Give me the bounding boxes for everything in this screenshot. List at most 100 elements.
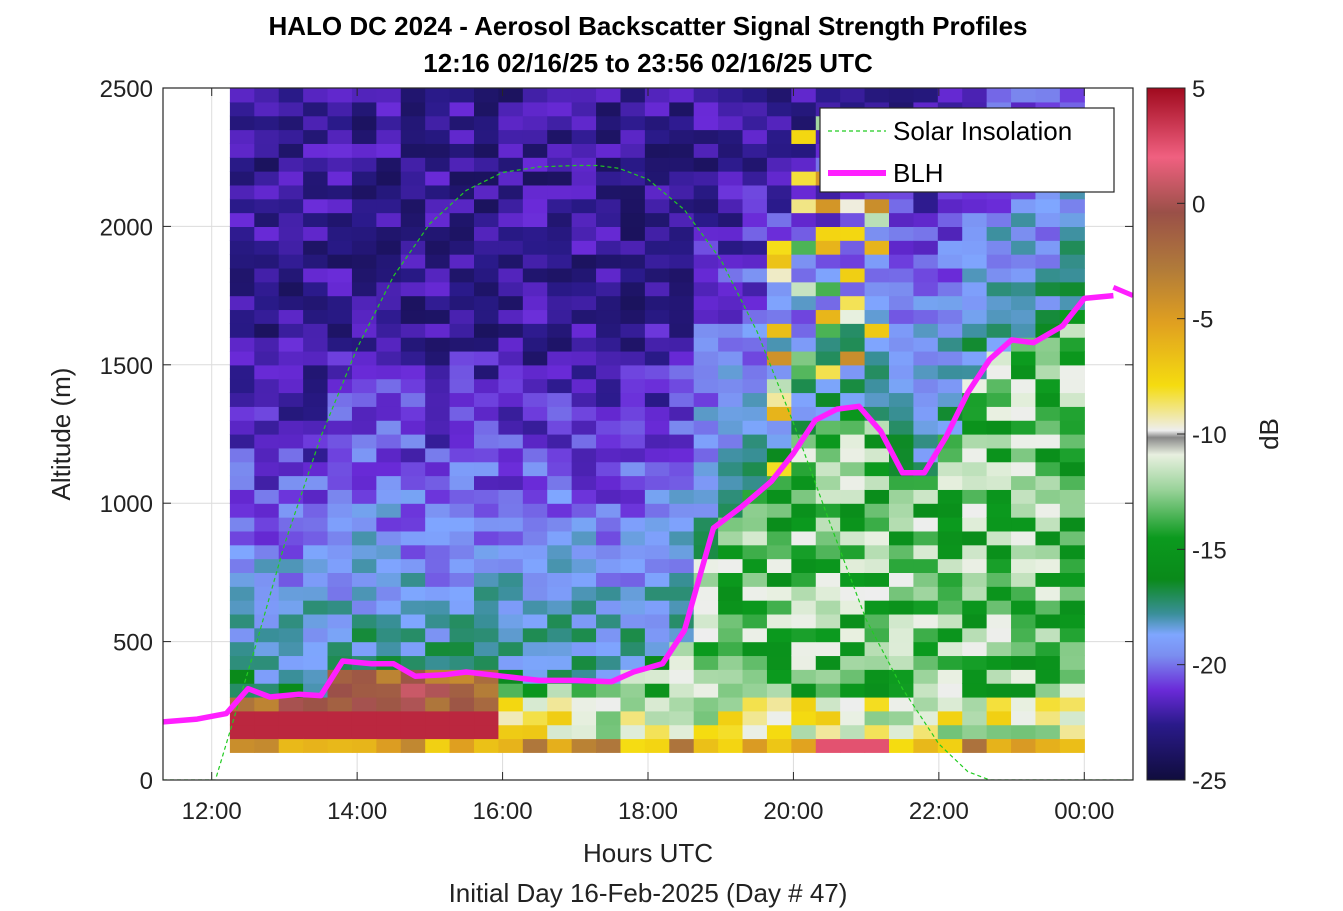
- heat-cell: [278, 364, 304, 380]
- heat-cell: [766, 323, 792, 338]
- heat-cell: [986, 295, 1012, 311]
- heat-cell: [937, 655, 963, 670]
- heat-cell: [547, 724, 573, 740]
- heat-cell: [498, 295, 524, 311]
- heat-cell: [937, 572, 963, 587]
- cbar-tick-label-6: -25: [1192, 768, 1227, 795]
- heat-cell: [986, 364, 1012, 380]
- heat-cell: [718, 683, 744, 698]
- heat-cell: [766, 406, 792, 421]
- heat-cell: [791, 627, 817, 643]
- heat-cell: [791, 101, 817, 117]
- heat-cell: [644, 281, 670, 297]
- heat-cell: [644, 115, 670, 131]
- heat-cell: [742, 323, 768, 338]
- heat-cell: [840, 613, 866, 629]
- heat-cell: [303, 157, 329, 172]
- heat-cell: [864, 530, 890, 546]
- heat-cell: [278, 724, 304, 740]
- heat-cell: [522, 254, 548, 269]
- heat-cell: [815, 655, 841, 670]
- heat-cell: [327, 226, 353, 241]
- heat-cell: [278, 489, 304, 504]
- heat-cell: [303, 392, 329, 407]
- heat-cell: [888, 655, 915, 670]
- heat-cell: [571, 350, 597, 366]
- heat-cell: [888, 475, 915, 490]
- heat-cell: [693, 503, 719, 518]
- heat-cell: [596, 350, 622, 366]
- heat-cell: [351, 475, 377, 490]
- colorbar-label: dB: [1254, 418, 1284, 450]
- heat-cell: [474, 475, 500, 490]
- heat-cell: [937, 475, 963, 490]
- heat-cell: [596, 696, 622, 712]
- heat-cell: [840, 420, 866, 435]
- heat-cell: [1011, 600, 1037, 615]
- heat-cell: [522, 475, 548, 490]
- heat-cell: [229, 309, 255, 324]
- heat-cell: [596, 489, 622, 504]
- heat-cell: [498, 406, 524, 421]
- heat-cell: [229, 738, 255, 753]
- heat-cell: [303, 641, 329, 657]
- heat-cell: [840, 447, 866, 463]
- heat-cell: [571, 641, 597, 657]
- heat-cell: [864, 447, 890, 463]
- heat-cell: [986, 586, 1012, 601]
- heat-cell: [986, 683, 1012, 698]
- heat-cell: [571, 378, 597, 394]
- heat-cell: [840, 392, 866, 407]
- heat-cell: [376, 254, 402, 269]
- heat-cell: [644, 101, 670, 117]
- heat-cell: [1011, 212, 1037, 227]
- heat-cell: [913, 600, 939, 615]
- heat-cell: [351, 724, 377, 740]
- heat-cell: [644, 683, 670, 698]
- heat-cell: [400, 129, 426, 144]
- heat-cell: [791, 406, 817, 421]
- heat-cell: [962, 613, 988, 629]
- heat-cell: [962, 572, 988, 587]
- heat-cell: [644, 392, 670, 407]
- heat-cell: [815, 337, 841, 352]
- heat-cell: [303, 323, 329, 338]
- heat-cell: [815, 267, 841, 283]
- heat-cell: [278, 392, 304, 407]
- heat-cell: [840, 212, 866, 227]
- heat-cell: [327, 406, 353, 421]
- heat-cell: [913, 212, 939, 227]
- heat-cell: [742, 88, 768, 103]
- heat-cell: [376, 434, 402, 449]
- heat-cell: [766, 309, 792, 324]
- heat-cell: [351, 129, 377, 144]
- heat-cell: [840, 724, 866, 740]
- heat-cell: [693, 724, 719, 740]
- heat-cell: [596, 655, 622, 670]
- heat-cell: [986, 461, 1012, 477]
- heat-cell: [840, 254, 866, 269]
- heat-cell: [278, 434, 304, 449]
- heat-cell: [937, 88, 963, 103]
- heat-cell: [1035, 738, 1061, 753]
- heat-cell: [327, 572, 353, 587]
- heat-cell: [986, 544, 1012, 560]
- heat-cell: [962, 254, 988, 269]
- heat-cell: [986, 447, 1012, 463]
- heat-cell: [888, 696, 915, 712]
- heat-cell: [522, 143, 548, 158]
- heat-cell: [229, 600, 255, 615]
- heat-cell: [913, 683, 939, 698]
- heat-cell: [669, 323, 695, 338]
- heat-cell: [522, 309, 548, 324]
- heat-cell: [815, 88, 841, 103]
- heat-cell: [376, 281, 402, 297]
- heat-cell: [962, 295, 988, 311]
- heat-cell: [254, 489, 280, 504]
- heat-cell: [1035, 724, 1061, 740]
- heat-cell: [571, 88, 597, 103]
- heat-cell: [693, 461, 719, 477]
- heat-cell: [840, 655, 866, 670]
- heat-cell: [840, 586, 866, 601]
